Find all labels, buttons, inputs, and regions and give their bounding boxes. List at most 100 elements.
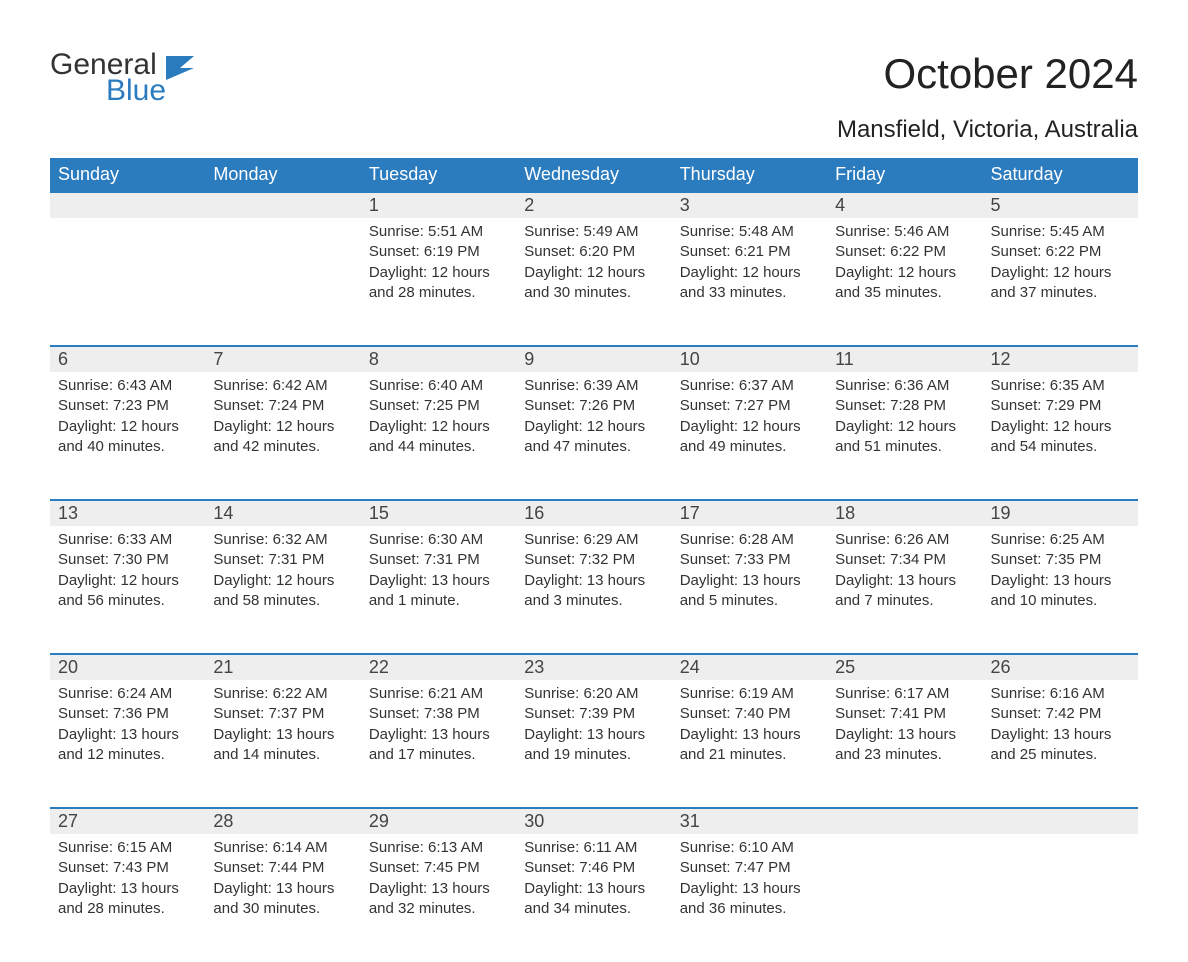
day-sunset: Sunset: 7:30 PM <box>58 550 197 570</box>
day-sunrise: Sunrise: 6:11 AM <box>524 838 663 858</box>
day-content-cell: Sunrise: 6:29 AMSunset: 7:32 PMDaylight:… <box>516 526 671 654</box>
day-sunrise: Sunrise: 6:40 AM <box>369 376 508 396</box>
day-content-cell: Sunrise: 6:26 AMSunset: 7:34 PMDaylight:… <box>827 526 982 654</box>
day-daylight1: Daylight: 12 hours <box>213 417 352 437</box>
day-daylight2: and 14 minutes. <box>213 745 352 765</box>
day-daylight1: Daylight: 13 hours <box>524 571 663 591</box>
logo-word-blue: Blue <box>106 76 166 106</box>
day-sunset: Sunset: 7:44 PM <box>213 858 352 878</box>
day-sunset: Sunset: 6:21 PM <box>680 242 819 262</box>
day-daylight2: and 49 minutes. <box>680 437 819 457</box>
day-daylight1: Daylight: 13 hours <box>369 879 508 899</box>
day-number-cell: 4 <box>827 192 982 218</box>
day-sunrise: Sunrise: 6:28 AM <box>680 530 819 550</box>
day-daylight2: and 28 minutes. <box>58 899 197 919</box>
day-daylight2: and 25 minutes. <box>991 745 1130 765</box>
day-sunset: Sunset: 7:45 PM <box>369 858 508 878</box>
day-sunrise: Sunrise: 6:15 AM <box>58 838 197 858</box>
day-daylight1: Daylight: 13 hours <box>680 725 819 745</box>
day-daylight2: and 33 minutes. <box>680 283 819 303</box>
day-content-cell <box>205 218 360 346</box>
day-content-cell: Sunrise: 6:40 AMSunset: 7:25 PMDaylight:… <box>361 372 516 500</box>
day-daylight1: Daylight: 12 hours <box>524 417 663 437</box>
calendar-table: SundayMondayTuesdayWednesdayThursdayFrid… <box>50 158 1138 962</box>
day-sunrise: Sunrise: 6:30 AM <box>369 530 508 550</box>
day-sunset: Sunset: 7:39 PM <box>524 704 663 724</box>
day-content-cell: Sunrise: 6:15 AMSunset: 7:43 PMDaylight:… <box>50 834 205 962</box>
day-sunset: Sunset: 7:34 PM <box>835 550 974 570</box>
week-daynum-row: 12345 <box>50 192 1138 218</box>
day-daylight1: Daylight: 13 hours <box>991 571 1130 591</box>
day-sunset: Sunset: 7:37 PM <box>213 704 352 724</box>
week-daynum-row: 20212223242526 <box>50 654 1138 680</box>
day-sunset: Sunset: 6:19 PM <box>369 242 508 262</box>
day-daylight2: and 12 minutes. <box>58 745 197 765</box>
day-content-cell: Sunrise: 6:28 AMSunset: 7:33 PMDaylight:… <box>672 526 827 654</box>
day-sunrise: Sunrise: 6:42 AM <box>213 376 352 396</box>
day-number-cell: 25 <box>827 654 982 680</box>
logo: General Blue <box>50 50 200 106</box>
day-number-cell: 26 <box>983 654 1138 680</box>
day-sunrise: Sunrise: 6:32 AM <box>213 530 352 550</box>
day-sunset: Sunset: 7:27 PM <box>680 396 819 416</box>
day-content-cell: Sunrise: 6:43 AMSunset: 7:23 PMDaylight:… <box>50 372 205 500</box>
day-number-cell: 29 <box>361 808 516 834</box>
day-sunrise: Sunrise: 5:46 AM <box>835 222 974 242</box>
day-content-cell: Sunrise: 6:14 AMSunset: 7:44 PMDaylight:… <box>205 834 360 962</box>
day-sunrise: Sunrise: 6:17 AM <box>835 684 974 704</box>
title-block: October 2024 <box>883 50 1138 98</box>
day-daylight2: and 1 minute. <box>369 591 508 611</box>
day-number-cell: 20 <box>50 654 205 680</box>
day-sunset: Sunset: 7:41 PM <box>835 704 974 724</box>
day-daylight2: and 21 minutes. <box>680 745 819 765</box>
day-sunset: Sunset: 7:31 PM <box>369 550 508 570</box>
day-number-cell: 5 <box>983 192 1138 218</box>
day-sunrise: Sunrise: 6:20 AM <box>524 684 663 704</box>
day-sunrise: Sunrise: 5:45 AM <box>991 222 1130 242</box>
day-daylight2: and 44 minutes. <box>369 437 508 457</box>
day-content-cell: Sunrise: 6:35 AMSunset: 7:29 PMDaylight:… <box>983 372 1138 500</box>
day-sunrise: Sunrise: 6:14 AM <box>213 838 352 858</box>
day-number-cell: 2 <box>516 192 671 218</box>
day-daylight1: Daylight: 12 hours <box>991 263 1130 283</box>
day-daylight2: and 37 minutes. <box>991 283 1130 303</box>
location: Mansfield, Victoria, Australia <box>50 116 1138 144</box>
day-number-cell <box>827 808 982 834</box>
week-daynum-row: 13141516171819 <box>50 500 1138 526</box>
day-number-cell: 10 <box>672 346 827 372</box>
day-sunrise: Sunrise: 6:19 AM <box>680 684 819 704</box>
day-daylight2: and 36 minutes. <box>680 899 819 919</box>
day-sunset: Sunset: 7:32 PM <box>524 550 663 570</box>
day-content-cell: Sunrise: 6:42 AMSunset: 7:24 PMDaylight:… <box>205 372 360 500</box>
day-sunset: Sunset: 7:23 PM <box>58 396 197 416</box>
day-content-cell: Sunrise: 6:32 AMSunset: 7:31 PMDaylight:… <box>205 526 360 654</box>
day-daylight2: and 30 minutes. <box>524 283 663 303</box>
weekday-header-row: SundayMondayTuesdayWednesdayThursdayFrid… <box>50 158 1138 192</box>
day-number-cell <box>205 192 360 218</box>
day-number-cell: 27 <box>50 808 205 834</box>
day-daylight2: and 54 minutes. <box>991 437 1130 457</box>
day-number-cell: 16 <box>516 500 671 526</box>
day-daylight2: and 56 minutes. <box>58 591 197 611</box>
day-sunrise: Sunrise: 6:13 AM <box>369 838 508 858</box>
day-daylight1: Daylight: 12 hours <box>835 417 974 437</box>
day-daylight2: and 34 minutes. <box>524 899 663 919</box>
weekday-header: Monday <box>205 158 360 192</box>
day-content-cell: Sunrise: 6:11 AMSunset: 7:46 PMDaylight:… <box>516 834 671 962</box>
day-daylight2: and 42 minutes. <box>213 437 352 457</box>
day-content-cell <box>827 834 982 962</box>
day-sunrise: Sunrise: 6:26 AM <box>835 530 974 550</box>
day-sunrise: Sunrise: 6:22 AM <box>213 684 352 704</box>
day-number-cell: 21 <box>205 654 360 680</box>
day-sunset: Sunset: 7:31 PM <box>213 550 352 570</box>
weekday-header: Friday <box>827 158 982 192</box>
day-content-cell: Sunrise: 6:30 AMSunset: 7:31 PMDaylight:… <box>361 526 516 654</box>
day-content-cell: Sunrise: 6:36 AMSunset: 7:28 PMDaylight:… <box>827 372 982 500</box>
day-daylight2: and 23 minutes. <box>835 745 974 765</box>
day-content-cell: Sunrise: 6:19 AMSunset: 7:40 PMDaylight:… <box>672 680 827 808</box>
week-content-row: Sunrise: 6:24 AMSunset: 7:36 PMDaylight:… <box>50 680 1138 808</box>
day-sunrise: Sunrise: 6:10 AM <box>680 838 819 858</box>
day-daylight2: and 40 minutes. <box>58 437 197 457</box>
day-number-cell: 31 <box>672 808 827 834</box>
day-content-cell <box>50 218 205 346</box>
